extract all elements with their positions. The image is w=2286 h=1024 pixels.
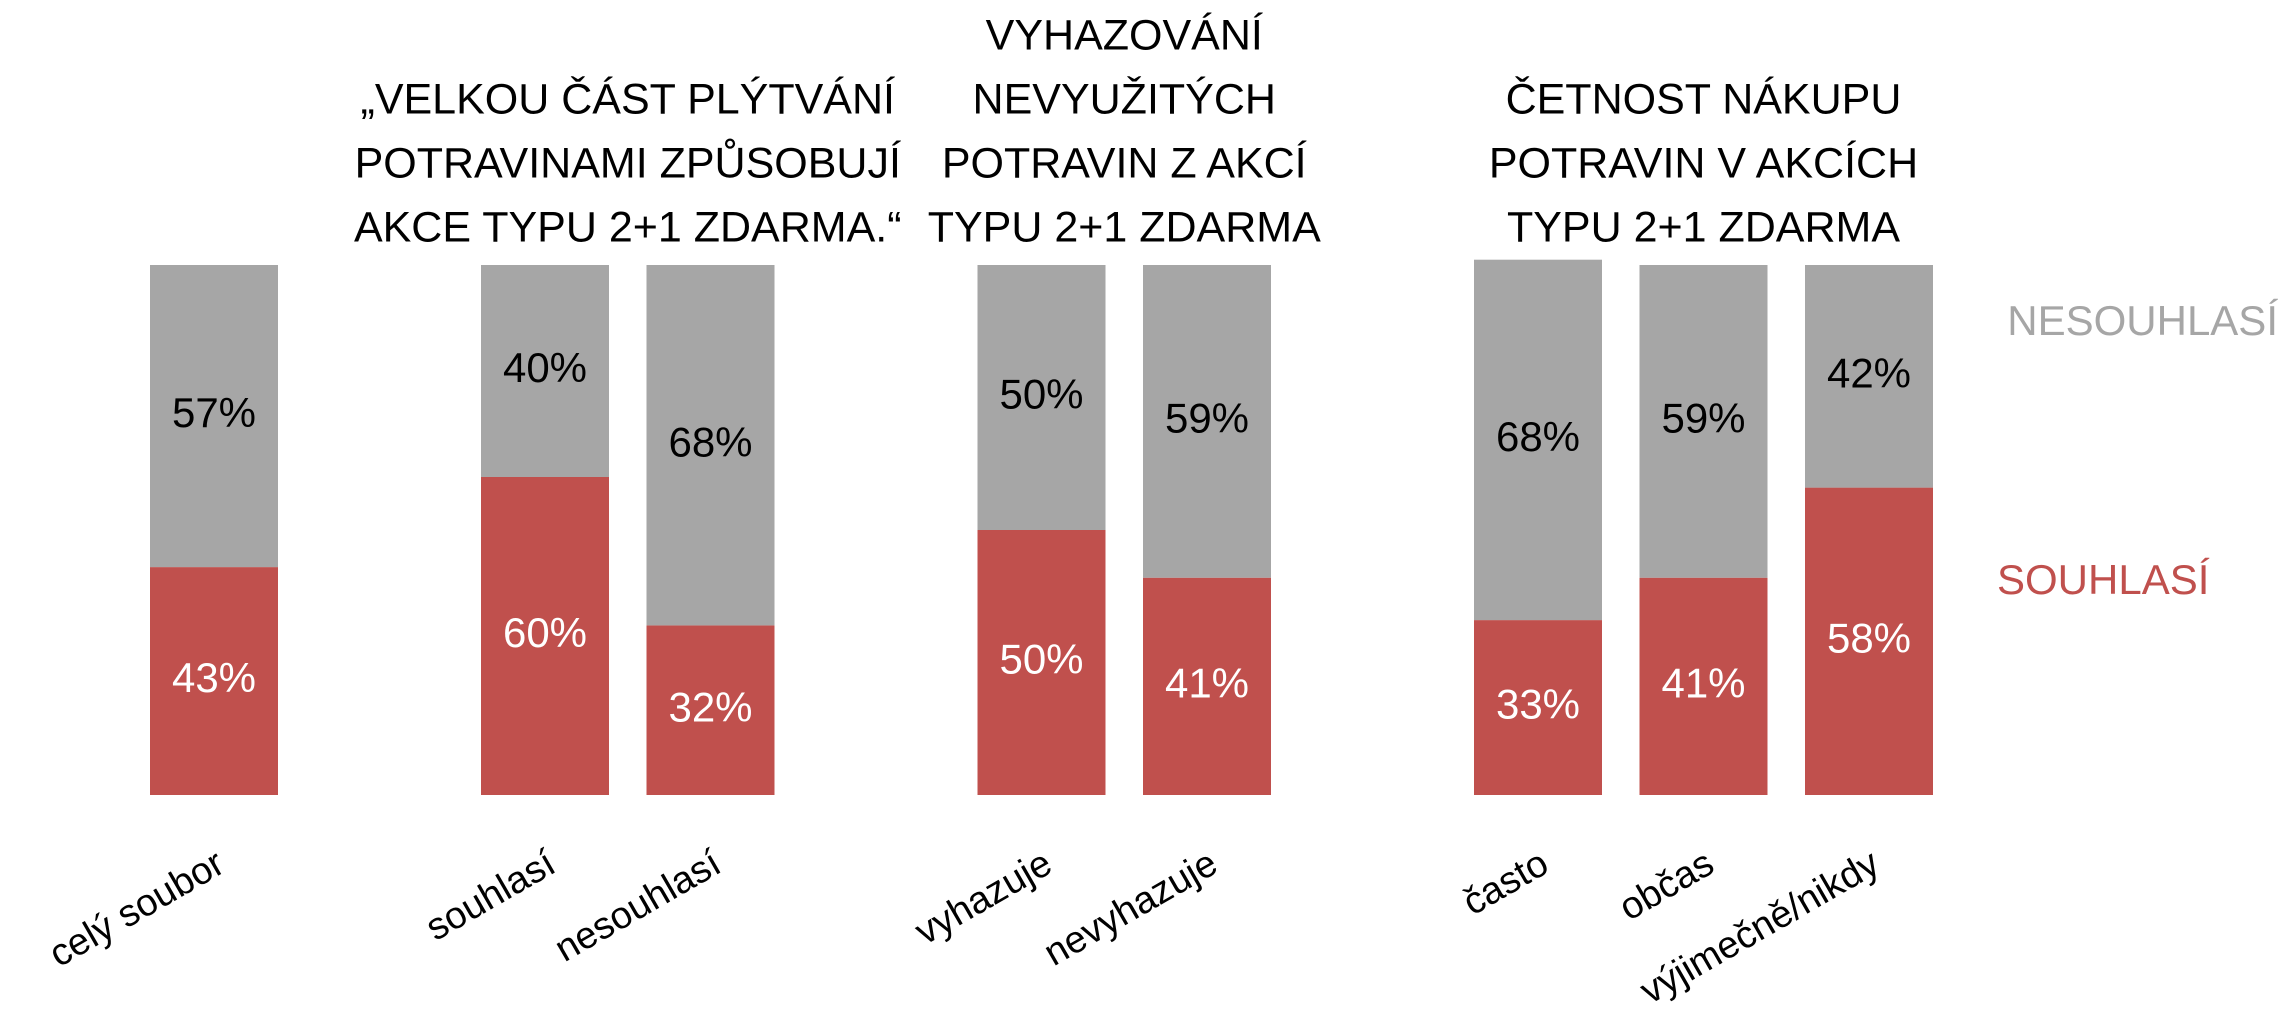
group-title: POTRAVIN V AKCÍCH: [1489, 139, 1918, 187]
group-title: TYPU 2+1 ZDARMA: [928, 203, 1321, 251]
category-label: občas: [1612, 842, 1721, 929]
data-label: 42%: [1827, 349, 1911, 396]
category-label: vyhazuje: [908, 842, 1059, 953]
bar-segment: [1474, 259, 1602, 621]
bar-segment: [1639, 265, 1768, 578]
group-title: VYHAZOVÁNÍ: [986, 11, 1263, 59]
group-title: „VELKOU ČÁST PLÝTVÁNÍ: [361, 75, 896, 123]
data-label: 33%: [1496, 681, 1580, 728]
bar-segment: [150, 567, 278, 795]
category-label: souhlasí: [419, 842, 563, 949]
data-label: 50%: [999, 371, 1083, 418]
data-label: 41%: [1165, 659, 1249, 706]
data-label: 57%: [172, 389, 256, 436]
group-title: POTRAVINAMI ZPŮSOBUJÍ: [355, 138, 901, 187]
data-label: 60%: [503, 609, 587, 656]
bar-segment: [1143, 265, 1271, 578]
category-label: nesouhlasí: [548, 842, 729, 970]
bar-segment: [1474, 620, 1602, 795]
bar-segment: [646, 265, 775, 626]
data-label: 32%: [668, 683, 752, 730]
category-label: nevyhazuje: [1037, 842, 1224, 974]
data-label: 43%: [172, 654, 256, 701]
data-label: 50%: [999, 636, 1083, 683]
data-label: 41%: [1661, 659, 1745, 706]
bar-segment: [1805, 265, 1933, 488]
bar-segment: [646, 625, 775, 795]
group-title: AKCE TYPU 2+1 ZDARMA.“: [354, 203, 902, 251]
bar-segment: [977, 530, 1106, 795]
legend-label: NESOUHLASÍ: [2007, 297, 2278, 344]
bar-segment: [150, 265, 278, 568]
group-title: POTRAVIN Z AKCÍ: [942, 139, 1307, 187]
category-label: často: [1456, 842, 1556, 924]
bar-segment: [977, 265, 1106, 530]
data-label: 40%: [503, 344, 587, 391]
category-label: celý soubor: [42, 842, 232, 976]
data-label: 68%: [1496, 413, 1580, 460]
data-label: 68%: [668, 418, 752, 465]
legend-label: SOUHLASÍ: [1997, 556, 2210, 603]
data-label: 58%: [1827, 614, 1911, 661]
group-title: ČETNOST NÁKUPU: [1506, 75, 1902, 123]
data-label: 59%: [1661, 394, 1745, 441]
bar-segment: [481, 265, 609, 477]
group-title: NEVYUŽITÝCH: [973, 75, 1276, 123]
group-title: TYPU 2+1 ZDARMA: [1507, 203, 1900, 251]
bar-segment: [481, 477, 609, 795]
bar-segment: [1143, 577, 1271, 795]
data-label: 59%: [1165, 394, 1249, 441]
bar-segment: [1639, 577, 1768, 795]
bar-segment: [1805, 487, 1933, 795]
